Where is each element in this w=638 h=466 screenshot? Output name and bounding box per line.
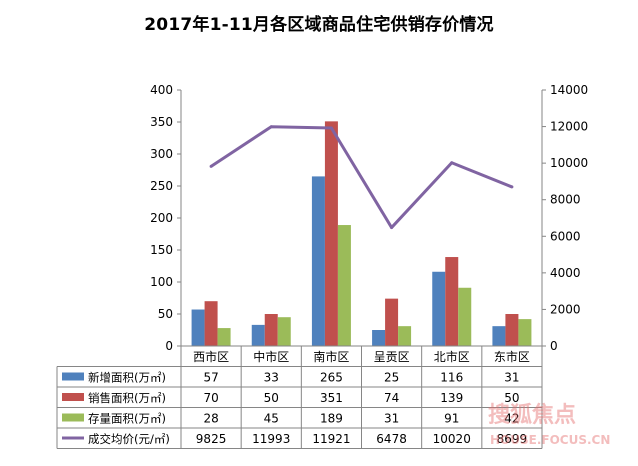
bar-3 <box>337 225 351 346</box>
bar-2 <box>264 314 278 346</box>
bar-1 <box>372 330 386 346</box>
data-label: 50 <box>504 391 519 405</box>
price-point <box>329 126 333 130</box>
price-point <box>510 185 514 189</box>
bar-3 <box>398 326 412 346</box>
series-name: 新增面积(万㎡) <box>88 371 166 385</box>
bar-2 <box>505 314 519 346</box>
data-label: 57 <box>203 371 218 385</box>
right-axis-tick-label: 2000 <box>550 302 581 316</box>
price-line <box>210 125 513 230</box>
series-name: 存量面积(万㎡) <box>88 412 166 426</box>
bar-3 <box>518 319 532 346</box>
data-label: 33 <box>264 371 279 385</box>
data-label: 265 <box>320 371 343 385</box>
right-axis-tick-label: 12000 <box>550 120 588 134</box>
data-label: 91 <box>444 412 459 426</box>
left-axis-tick-label: 300 <box>150 147 173 161</box>
data-label: 189 <box>320 412 343 426</box>
legend-swatch <box>62 372 84 381</box>
bar-2 <box>445 257 459 346</box>
series-name: 成交均价(元/㎡) <box>88 432 170 446</box>
price-point <box>390 226 394 230</box>
data-label: 74 <box>384 391 399 405</box>
chart-title: 2017年1-11月各区域商品住宅供销存价情况 <box>144 15 494 35</box>
price-point <box>209 164 213 168</box>
bar-1 <box>251 324 265 346</box>
data-label: 50 <box>264 391 279 405</box>
data-label: 351 <box>320 391 343 405</box>
data-label: 139 <box>440 391 463 405</box>
bar-3 <box>277 317 291 346</box>
category-label: 西市区 <box>193 349 229 364</box>
bar-1 <box>191 309 205 346</box>
category-label: 北市区 <box>434 349 470 364</box>
data-label: 42 <box>504 412 519 426</box>
bar-1 <box>492 326 506 346</box>
left-axis-tick-label: 200 <box>150 211 173 225</box>
series-name: 销售面积(万㎡) <box>88 391 166 405</box>
data-label: 9825 <box>196 432 227 446</box>
right-axis-tick-label: 8000 <box>550 193 581 207</box>
data-label: 11993 <box>252 432 290 446</box>
bar-3 <box>217 328 231 346</box>
category-label: 中市区 <box>253 349 289 364</box>
price-point <box>269 125 273 129</box>
right-axis-tick-label: 10000 <box>550 156 588 170</box>
bar-2 <box>204 301 218 346</box>
left-axis-tick-label: 400 <box>150 83 173 97</box>
bar-2 <box>324 121 338 346</box>
data-label: 45 <box>264 412 279 426</box>
left-axis-tick-label: 350 <box>150 115 173 129</box>
left-axis-tick-label: 150 <box>150 243 173 257</box>
data-label: 31 <box>504 371 519 385</box>
bar-2 <box>385 298 399 346</box>
bar-3 <box>458 287 472 346</box>
legend-swatch <box>62 393 84 401</box>
data-label: 11921 <box>312 432 350 446</box>
right-axis-tick-label: 14000 <box>550 83 588 97</box>
price-point <box>450 161 454 165</box>
right-axis-tick-label: 4000 <box>550 266 581 280</box>
category-label: 南市区 <box>313 349 349 364</box>
legend-swatch <box>62 413 84 422</box>
category-label: 东市区 <box>494 349 530 364</box>
bar-1 <box>311 176 325 346</box>
right-axis-tick-label: 0 <box>550 339 558 353</box>
data-label: 8699 <box>497 432 528 446</box>
left-axis-tick-label: 250 <box>150 179 173 193</box>
left-axis-tick-label: 100 <box>150 275 173 289</box>
data-label: 116 <box>440 371 463 385</box>
left-axis-tick-label: 0 <box>165 339 173 353</box>
data-label: 70 <box>203 391 218 405</box>
data-label: 10020 <box>433 432 471 446</box>
data-label: 6478 <box>376 432 407 446</box>
data-label: 25 <box>384 371 399 385</box>
bar-1 <box>432 271 446 346</box>
left-axis-tick-label: 50 <box>158 307 173 321</box>
right-axis-tick-label: 6000 <box>550 229 581 243</box>
data-label: 28 <box>203 412 218 426</box>
category-label: 呈贡区 <box>374 350 410 364</box>
data-label: 31 <box>384 412 399 426</box>
